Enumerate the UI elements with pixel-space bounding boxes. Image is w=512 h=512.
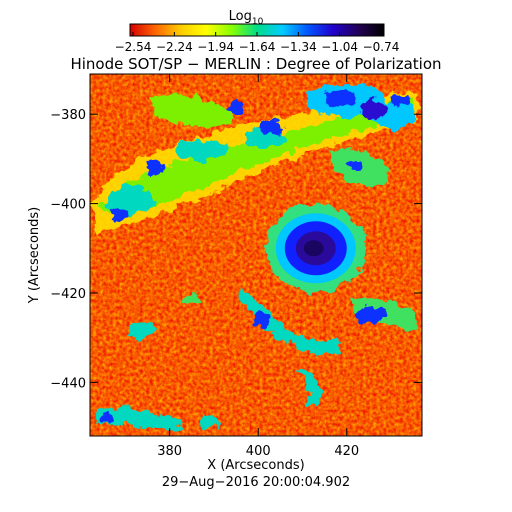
network-band-green [100, 96, 415, 220]
colorbar-label: Log10 [229, 9, 264, 27]
colorbar-tick-label: −1.34 [280, 40, 317, 54]
blue-patch [358, 306, 386, 324]
blue-patch [390, 94, 410, 106]
y-tick-label: −380 [50, 108, 86, 123]
colorbar: Log10 −2.54 −2.24 −1.94 −1.64 −1.34 −1.04 −0.7… [115, 9, 400, 54]
lower-network [95, 407, 180, 430]
x-tick-label: 420 [334, 444, 359, 459]
x-tick-label: 380 [157, 444, 182, 459]
blue-patch [145, 160, 165, 176]
y-axis-label: Y (Arcseconds) [27, 207, 42, 304]
blue-patch [99, 413, 117, 423]
y-tick-label: −400 [50, 198, 86, 213]
x-tick-label: 400 [246, 444, 271, 459]
network-band-green-2 [150, 93, 233, 128]
y-tick-label: −420 [50, 287, 86, 302]
y-tick-label: −440 [50, 376, 86, 391]
cyan-patch [200, 416, 220, 428]
sunspot [265, 204, 366, 293]
cyan-patch [126, 323, 154, 337]
cyan-patch [180, 294, 200, 306]
chart-title: Hinode SOT/SP − MERLIN : Degree of Polar… [70, 55, 441, 73]
y-axis-ticks: −380 −400 −420 −440 [50, 108, 422, 391]
cyan-patch [174, 140, 226, 160]
lower-network [300, 370, 322, 408]
plot-frame [89, 73, 423, 437]
colorbar-tick-label: −2.54 [115, 40, 152, 54]
colorbar-tick-label: −1.64 [239, 40, 276, 54]
plage-network [95, 84, 418, 430]
blue-patch [358, 100, 386, 120]
blue-patch [227, 102, 243, 114]
sunspot-core [303, 240, 324, 257]
colorbar-tick-label: −1.94 [197, 40, 234, 54]
blue-patch [324, 90, 356, 106]
blue-patch [258, 120, 282, 136]
blue-patch [109, 207, 127, 221]
blue-patch [347, 159, 363, 171]
colorbar-ticks: −2.54 −2.24 −1.94 −1.64 −1.34 −1.04 −0.74 [115, 32, 400, 54]
x-axis-ticks: 380 400 420 [157, 74, 359, 459]
polarization-map [90, 74, 422, 436]
timestamp: 29−Aug−2016 20:00:04.902 [162, 475, 350, 490]
lower-network [238, 290, 345, 355]
x-axis-label: X (Arcseconds) [207, 458, 304, 473]
blue-patch [254, 314, 270, 326]
colorbar-tick-label: −0.74 [363, 40, 400, 54]
colorbar-tick-label: −2.24 [156, 40, 193, 54]
colorbar-tick-label: −1.04 [321, 40, 358, 54]
